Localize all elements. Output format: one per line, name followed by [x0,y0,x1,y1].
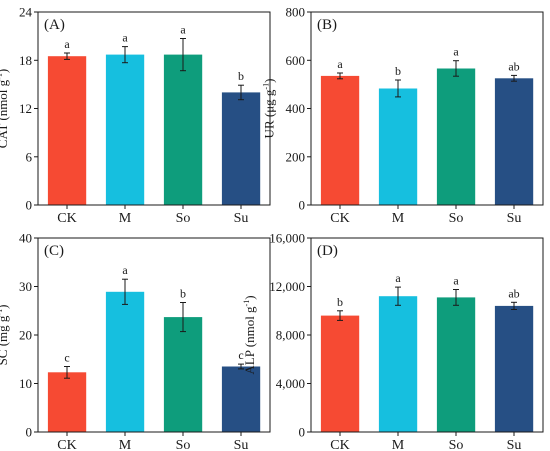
x-tick-label: M [392,438,405,451]
bar-su [221,366,261,432]
x-tick-label: CK [330,438,349,451]
y-tick-label: 200 [286,149,306,164]
x-tick-label: Su [234,211,249,226]
significance-letter: b [238,69,244,83]
plot-frame [310,11,544,206]
plot-frame [37,11,271,206]
y-axis-title: SC (mg g-1) [0,305,10,366]
x-tick-label: So [449,211,464,226]
significance-letter: c [64,351,69,365]
significance-letter: ab [508,59,519,73]
y-tick-label: 40 [19,231,32,246]
x-tick-label: M [119,438,132,451]
y-tick-label: 400 [286,101,306,116]
y-axis-title: ALP (nmol g-1) [242,295,257,374]
significance-letter: a [395,271,401,285]
significance-letter: b [180,287,186,301]
significance-letter: a [180,23,186,37]
bar-su [221,92,261,205]
bar-su [494,305,534,432]
y-axis-title-main: UR (μg g [262,89,277,138]
y-axis-title: CAT (nmol g-1) [0,69,10,148]
bar-ck [320,75,360,206]
y-axis-title-superscript: -1 [262,83,271,90]
significance-letter: a [337,57,343,71]
y-axis-title-main: ALP (nmol g [242,306,257,375]
significance-letter: b [337,295,343,309]
bar-so [436,297,476,432]
y-tick-label: 0 [299,425,306,440]
bar-ck [320,315,360,432]
bar-m [378,88,418,205]
panel-d: b CK a Ma So ab Su 0 4,000 8,000 12,000 16,000 (D) AL… [242,231,544,451]
bar-m [378,296,418,432]
y-axis-title-end: ) [242,295,257,299]
y-tick-label: 20 [19,328,32,343]
x-tick-label: So [449,438,464,451]
x-tick-label: CK [330,211,349,226]
plot-frame [37,237,271,433]
panel-label: (D) [317,243,338,259]
y-axis-title-superscript: -1 [0,73,4,80]
y-tick-label: 16,000 [269,231,305,246]
x-tick-label: M [119,211,132,226]
significance-letter: c [238,348,243,362]
significance-letter: ab [508,286,519,300]
significance-letter: a [122,263,128,277]
x-tick-label: CK [57,211,76,226]
significance-letter: a [64,37,70,51]
y-axis-title-superscript: -1 [242,300,251,307]
bar-su [494,78,534,205]
bar-so [163,317,203,432]
y-tick-label: 0 [299,198,306,213]
bar-ck [47,372,87,432]
y-tick-label: 24 [19,5,33,20]
y-axis-title-main: CAT (nmol g [0,79,10,148]
x-tick-label: Su [507,438,522,451]
x-tick-label: M [392,211,405,226]
y-tick-label: 12,000 [269,279,305,294]
x-tick-label: Su [234,438,249,451]
y-tick-label: 0 [26,425,33,440]
y-tick-label: 8,000 [276,328,305,343]
y-tick-label: 12 [19,101,32,116]
bar-m [105,54,145,205]
y-axis-title-end: ) [262,79,277,83]
y-axis-title-end: ) [0,69,10,73]
panel-label: (C) [44,243,64,259]
x-tick-label: So [176,211,191,226]
significance-letter: a [453,274,459,288]
bar-ck [47,56,87,206]
y-tick-label: 4,000 [276,376,305,391]
y-axis-title: UR (μg g-1) [262,79,277,139]
significance-letter: a [453,45,459,59]
plot-frame [310,237,544,433]
panel-label: (B) [317,17,337,33]
x-tick-label: Su [507,211,522,226]
x-tick-label: So [176,438,191,451]
y-axis-title-main: SC (mg g [0,315,10,365]
panel-b: a CK b Ma So ab Su 0 200 400 600 800 (B) UR (μg g-1) [262,5,544,226]
y-axis-title-end: ) [0,305,10,309]
y-tick-label: 10 [19,376,32,391]
y-tick-label: 18 [19,53,32,68]
significance-letter: a [122,31,128,45]
y-tick-label: 800 [286,5,306,20]
y-tick-label: 30 [19,279,32,294]
bar-so [436,68,476,205]
y-tick-label: 6 [26,149,33,164]
bar-so [163,54,203,205]
y-tick-label: 600 [286,53,306,68]
significance-letter: b [395,64,401,78]
x-tick-label: CK [57,438,76,451]
bar-m [105,291,145,432]
panel-label: (A) [44,17,65,33]
y-tick-label: 0 [26,198,33,213]
y-axis-title-superscript: -1 [0,309,4,316]
